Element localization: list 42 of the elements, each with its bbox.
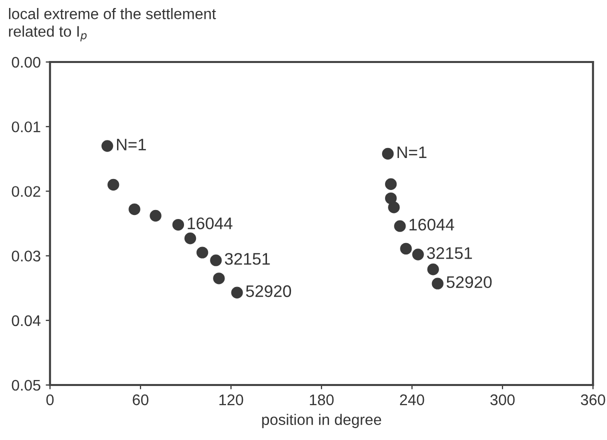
point — [382, 148, 394, 160]
y-axis-title: local extreme of the settlement related to I$_{p}$ — [9, 8, 216, 42]
annotation: 16044 — [188, 217, 232, 230]
x-tick-label: 0 — [46, 394, 54, 406]
x-tick-label: 120 — [219, 394, 244, 406]
annotation: 32151 — [224, 252, 270, 265]
point — [213, 272, 225, 284]
point — [231, 286, 243, 298]
point — [101, 140, 114, 152]
point — [385, 178, 397, 190]
point — [196, 246, 208, 258]
x-tick-label: 360 — [580, 394, 606, 406]
x-tick-label: 60 — [132, 394, 148, 406]
point — [128, 203, 140, 216]
x-tick-label: 240 — [400, 394, 424, 406]
annotation: N=1 — [117, 138, 146, 150]
point — [427, 264, 439, 276]
point — [412, 248, 424, 260]
y-tick-label: 0.00 — [12, 56, 40, 68]
y-tick-label: 0.01 — [12, 121, 40, 132]
annotation: N=1 — [398, 146, 426, 158]
annotation: 32151 — [427, 247, 472, 259]
annotation: 52920 — [446, 276, 492, 288]
y-tick-label: 0.03 — [12, 250, 40, 262]
y-tick-label: 0.04 — [12, 315, 41, 326]
point — [184, 232, 196, 244]
point — [400, 242, 412, 255]
point — [394, 220, 406, 232]
x-tick-label: 300 — [490, 394, 515, 406]
point — [210, 254, 222, 266]
y-tick-label: 0.05 — [12, 380, 40, 391]
point — [150, 210, 162, 222]
point — [108, 178, 120, 191]
point — [385, 192, 397, 204]
x-tick-label: 180 — [310, 394, 334, 406]
point — [388, 202, 400, 214]
annotation: 16044 — [410, 218, 454, 231]
point — [432, 278, 444, 290]
annotation: 52920 — [246, 285, 292, 298]
x-axis-title: position in degree — [262, 414, 382, 428]
point — [172, 218, 184, 231]
y-tick-label: 0.02 — [12, 186, 40, 197]
